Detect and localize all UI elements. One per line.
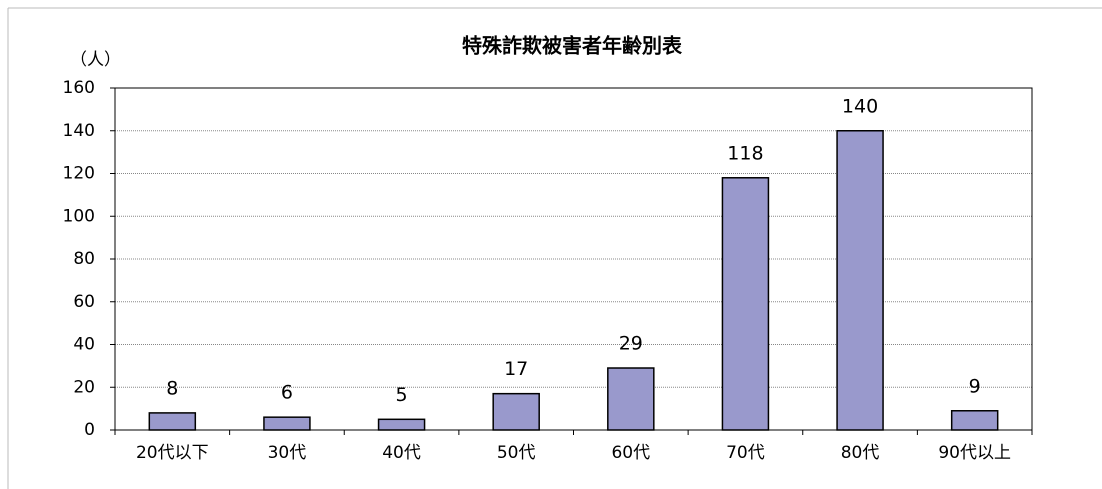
x-tick-label: 70代: [726, 443, 765, 463]
bar: [721, 177, 770, 431]
x-tick-label: 40代: [382, 443, 421, 463]
bar: [148, 412, 197, 431]
bar: [492, 392, 540, 431]
bar: [950, 410, 999, 431]
y-tick-label: 80: [73, 249, 95, 269]
y-tick-label: 140: [63, 121, 95, 141]
data-label: 9: [969, 375, 981, 397]
bar: [263, 416, 311, 431]
x-tick-label: 50代: [497, 443, 536, 463]
y-tick-label: 60: [73, 292, 95, 312]
data-label: 17: [504, 358, 528, 380]
bar: [607, 367, 655, 431]
bar: [836, 130, 884, 431]
x-tick-label: 60代: [611, 443, 650, 463]
data-label: 8: [166, 377, 178, 399]
y-tick-label: 100: [63, 206, 95, 226]
bar: [377, 418, 426, 431]
x-tick-label: 30代: [268, 443, 307, 463]
data-label: 6: [281, 382, 293, 404]
x-tick-label: 20代以下: [136, 443, 209, 463]
data-label: 140: [842, 95, 878, 117]
y-tick-label: 160: [63, 78, 95, 98]
data-label: 29: [619, 333, 643, 355]
x-tick-label: 80代: [841, 443, 880, 463]
y-axis-label: （人）: [70, 50, 121, 70]
x-tick-label: 90代以上: [938, 443, 1011, 463]
data-label: 5: [396, 384, 408, 406]
y-tick-label: 0: [84, 420, 95, 440]
y-tick-label: 120: [63, 164, 95, 184]
y-tick-label: 20: [73, 377, 95, 397]
y-tick-label: 40: [73, 335, 95, 355]
data-label: 118: [727, 142, 763, 164]
chart-title: 特殊詐欺被害者年齢別表: [462, 34, 683, 58]
